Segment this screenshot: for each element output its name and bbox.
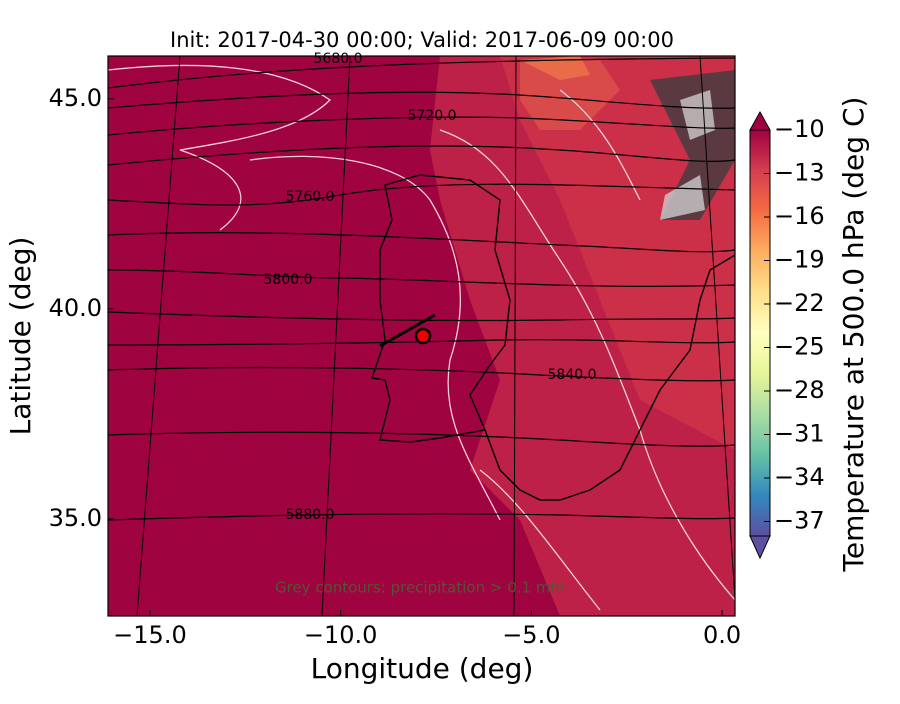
x-tick-label: −5.0 (502, 621, 560, 649)
x-axis-label: Longitude (deg) (311, 652, 534, 685)
y-tick-label: 45.0 (49, 84, 102, 112)
colorbar-tick-label: −13 (774, 159, 825, 187)
title: Init: 2017-04-30 00:00; Valid: 2017-06-0… (170, 28, 674, 52)
annotation: Grey contours: precipitation > 0.1 mm (275, 579, 565, 597)
y-tick-label: 40.0 (49, 294, 102, 322)
colorbar-extend (749, 110, 771, 131)
colorbar-label: Temperature at 500.0 hPa (deg C) (837, 97, 870, 573)
colorbar (749, 129, 771, 537)
map (108, 56, 735, 616)
colorbar-tick-label: −34 (774, 463, 825, 491)
contour-label: 5800.0 (264, 272, 313, 288)
colorbar-tick-label: −22 (774, 289, 825, 317)
colorbar-tick-label: −10 (774, 115, 825, 143)
plot-frame (107, 55, 736, 617)
colorbar-tick-label: −16 (774, 202, 825, 230)
colorbar-tick-label: −19 (774, 246, 825, 274)
x-tick-label: −10.0 (304, 621, 378, 649)
contour-label: 5880.0 (286, 507, 335, 523)
contour-label: 5760.0 (286, 189, 335, 205)
colorbar-tick-label: −25 (774, 333, 825, 361)
contour-label: 5720.0 (408, 108, 457, 124)
y-tick-label: 35.0 (49, 504, 102, 532)
colorbar-tick-label: −31 (774, 420, 825, 448)
colorbar-tick-label: −28 (774, 376, 825, 404)
x-tick-label: 0.0 (703, 621, 741, 649)
contour-label: 5680.0 (314, 51, 363, 67)
colorbar-extend (749, 535, 771, 560)
x-tick-label: −15.0 (113, 621, 187, 649)
y-axis-label: Latitude (deg) (4, 237, 37, 436)
contour-label: 5840.0 (548, 367, 597, 383)
colorbar-tick-label: −37 (774, 507, 825, 535)
